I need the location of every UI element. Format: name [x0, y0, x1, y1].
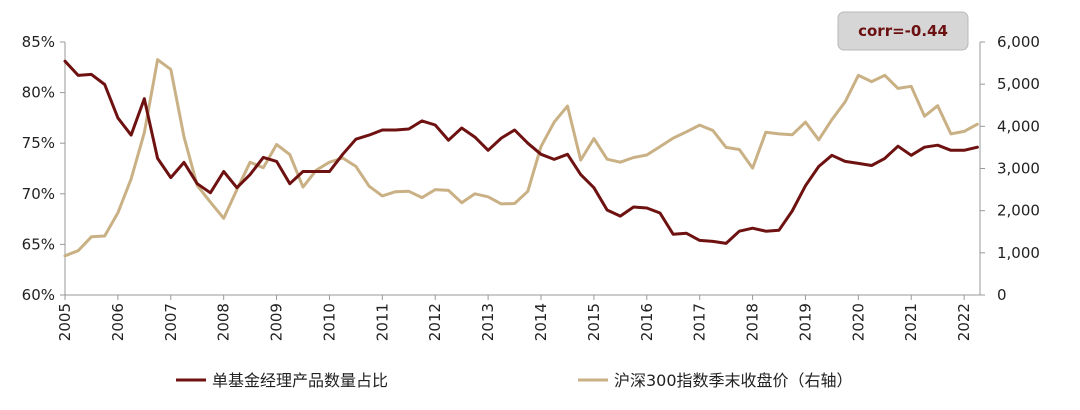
- legend: 单基金经理产品数量占比 沪深300指数季末收盘价（右轴）: [176, 371, 853, 390]
- x-tick-label: 2006: [109, 303, 127, 341]
- correlation-annotation: corr=-0.44: [837, 11, 969, 51]
- x-tick-label: 2007: [162, 303, 180, 341]
- y-right-tick-label: 1,000: [997, 244, 1040, 262]
- y-left-tick-label: 70%: [22, 185, 55, 203]
- x-tick-label: 2017: [691, 303, 709, 341]
- y-left-tick-label: 85%: [22, 33, 55, 51]
- x-tick-label: 2016: [638, 303, 656, 341]
- annotation-box: [837, 11, 969, 51]
- legend-label-series2: 沪深300指数季末收盘价（右轴）: [614, 371, 853, 390]
- x-tick-label: 2010: [320, 303, 338, 341]
- x-tick-label: 2013: [479, 303, 497, 341]
- x-tick-label: 2011: [373, 303, 391, 341]
- x-tick-label: 2015: [585, 303, 603, 341]
- y-right-tick-label: 6,000: [997, 33, 1040, 51]
- y-left-tick-label: 80%: [22, 84, 55, 102]
- annotation-text: corr=-0.44: [858, 22, 948, 40]
- x-tick-label: 2021: [902, 303, 920, 341]
- x-tick-label: 2008: [215, 303, 233, 341]
- y-right-tick-label: 3,000: [997, 160, 1040, 178]
- x-tick-label: 2012: [426, 303, 444, 341]
- y-left-tick-label: 65%: [22, 235, 55, 253]
- y-left-tick-label: 75%: [22, 134, 55, 152]
- series-line-2: [63, 58, 979, 258]
- plot-area: 60% 65% 70% 75% 80% 85% 0 1,000 2,000 3,000 4,000 5…: [22, 33, 1040, 341]
- x-tick-label: 2020: [849, 303, 867, 341]
- legend-label-series1: 单基金经理产品数量占比: [212, 371, 388, 390]
- y-right-tick-label: 0: [997, 286, 1007, 304]
- y-right-tick-label: 2,000: [997, 202, 1040, 220]
- x-tick-label: 2009: [268, 303, 286, 341]
- y-right-tick-label: 5,000: [997, 75, 1040, 93]
- x-tick-label: 2022: [955, 303, 973, 341]
- x-tick-label: 2019: [796, 303, 814, 341]
- y-right-tick-label: 4,000: [997, 117, 1040, 135]
- series-line-1: [63, 59, 979, 245]
- x-tick-label: 2005: [56, 303, 74, 341]
- x-tick-label: 2014: [532, 303, 550, 341]
- x-tick-label: 2018: [744, 303, 762, 341]
- y-left-tick-label: 60%: [22, 286, 55, 304]
